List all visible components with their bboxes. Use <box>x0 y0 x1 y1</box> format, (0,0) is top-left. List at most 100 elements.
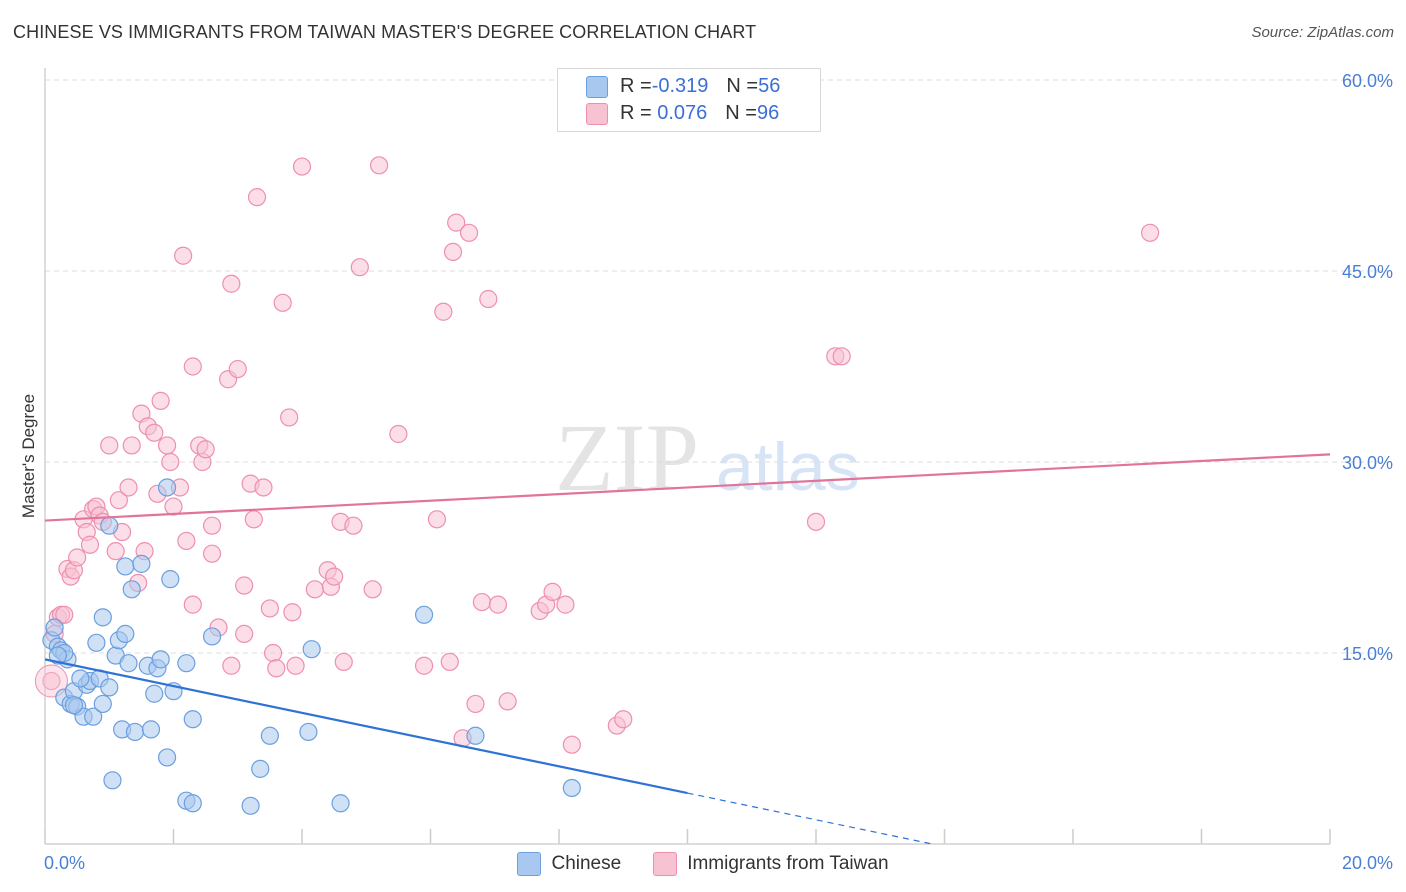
legend-n-label: N = <box>725 102 757 124</box>
taiwan-point <box>267 659 286 678</box>
chinese-point <box>414 605 434 624</box>
taiwan-point <box>832 347 851 366</box>
chinese-point <box>122 580 141 599</box>
taiwan-point <box>286 656 305 675</box>
chinese-point <box>241 796 260 815</box>
taiwan-point <box>443 242 463 261</box>
grid-lines <box>45 79 1392 654</box>
taiwan-point <box>414 656 434 675</box>
chinese-point <box>48 646 67 665</box>
chinese-point <box>466 726 485 745</box>
taiwan-point <box>119 478 138 497</box>
taiwan-point <box>350 258 369 277</box>
taiwan-point <box>254 478 273 497</box>
taiwan-point <box>260 599 279 618</box>
y-axis-label: Master's Degree <box>19 394 38 518</box>
x-tick-label: 20.0% <box>1342 853 1393 873</box>
taiwan-point <box>183 595 202 614</box>
legend-item-chinese: Chinese <box>517 852 621 876</box>
chinese-point <box>116 557 135 576</box>
chinese-trend-line <box>44 658 688 795</box>
tick-labels: 15.0% 30.0% 45.0% 60.0% 0.0% 20.0% <box>44 71 1393 873</box>
taiwan-point <box>273 293 292 312</box>
taiwan-point <box>263 643 283 663</box>
taiwan-point <box>151 391 170 410</box>
taiwan-point <box>68 548 87 567</box>
watermark: ZIP atlas <box>555 404 860 511</box>
watermark-zip: ZIP <box>555 404 699 511</box>
legend-item-taiwan: Immigrants from Taiwan <box>653 852 889 876</box>
taiwan-point <box>161 452 180 472</box>
source-label: Source: ZipAtlas.com <box>1251 24 1394 41</box>
taiwan-point <box>222 274 241 293</box>
legend-n-label: N = <box>726 75 759 97</box>
legend-label-taiwan: Immigrants from Taiwan <box>687 853 889 874</box>
chinese-point <box>202 627 222 646</box>
chinese-point <box>157 478 177 497</box>
taiwan-point <box>164 497 183 516</box>
taiwan-point <box>305 580 324 599</box>
legend-row-chinese: R = -0.319 N = 56 <box>586 75 780 98</box>
taiwan-point <box>325 567 344 586</box>
legend-n-value: 96 <box>756 102 780 124</box>
chinese-point <box>116 624 135 644</box>
legend-r-value: -0.319 <box>651 75 709 97</box>
taiwan-point <box>562 735 581 754</box>
taiwan-point <box>466 694 485 714</box>
taiwan-point <box>447 213 466 232</box>
taiwan-point <box>292 157 312 176</box>
taiwan-point <box>235 576 254 595</box>
taiwan-point <box>42 671 61 691</box>
taiwan-point <box>427 510 447 529</box>
y-tick-label: 60.0% <box>1342 71 1393 91</box>
taiwan-point <box>202 544 222 563</box>
y-tick-label: 30.0% <box>1342 453 1393 473</box>
y-tick-label: 15.0% <box>1342 644 1393 664</box>
taiwan-point <box>177 531 196 551</box>
taiwan-point <box>614 710 633 729</box>
chinese-point <box>103 771 122 790</box>
chinese-point <box>132 554 151 573</box>
legend-r-label: R = <box>620 75 652 97</box>
chinese-point <box>93 608 112 627</box>
chinese-point <box>183 794 202 813</box>
taiwan-point <box>109 491 128 510</box>
taiwan-point <box>479 289 498 309</box>
taiwan-point <box>235 624 254 644</box>
taiwan-point <box>244 510 263 529</box>
taiwan-point <box>334 652 353 672</box>
taiwan-point <box>183 357 202 376</box>
stats-legend: R = -0.319 N = 56 R = 0.076 N = 96 <box>557 68 821 132</box>
chinese-point <box>125 722 145 742</box>
taiwan-point <box>145 423 164 442</box>
legend-swatch-chinese <box>517 852 542 876</box>
chinese-point <box>183 710 202 729</box>
chinese-point <box>87 633 106 652</box>
taiwan-point <box>222 656 241 675</box>
taiwan-point <box>106 542 125 561</box>
legend-label-chinese: Chinese <box>551 853 622 874</box>
chart-title: CHINESE VS IMMIGRANTS FROM TAIWAN MASTER… <box>13 22 757 42</box>
series-legend: Chinese Immigrants from Taiwan <box>0 852 1406 876</box>
legend-row-taiwan: R = 0.076 N = 96 <box>586 102 779 125</box>
taiwan-trend-line <box>44 453 1331 522</box>
chinese-point <box>562 778 581 798</box>
taiwan-point <box>280 408 299 427</box>
chinese-point <box>161 570 180 589</box>
taiwan-point <box>806 512 826 531</box>
chinese-point <box>177 654 196 673</box>
taiwan-point <box>370 156 389 175</box>
chinese-point <box>151 650 170 669</box>
taiwan-point <box>440 652 459 672</box>
taiwan-point <box>344 516 363 535</box>
taiwan-point <box>55 605 74 624</box>
chinese-point <box>302 640 321 659</box>
chinese-point <box>260 726 279 745</box>
chinese-point <box>331 794 350 813</box>
chinese-trend-extension <box>687 792 933 845</box>
taiwan-point <box>34 664 68 698</box>
legend-n-value: 56 <box>758 75 781 97</box>
taiwan-point <box>122 436 141 455</box>
taiwan-point <box>459 223 479 242</box>
watermark-atlas: atlas <box>716 429 860 505</box>
